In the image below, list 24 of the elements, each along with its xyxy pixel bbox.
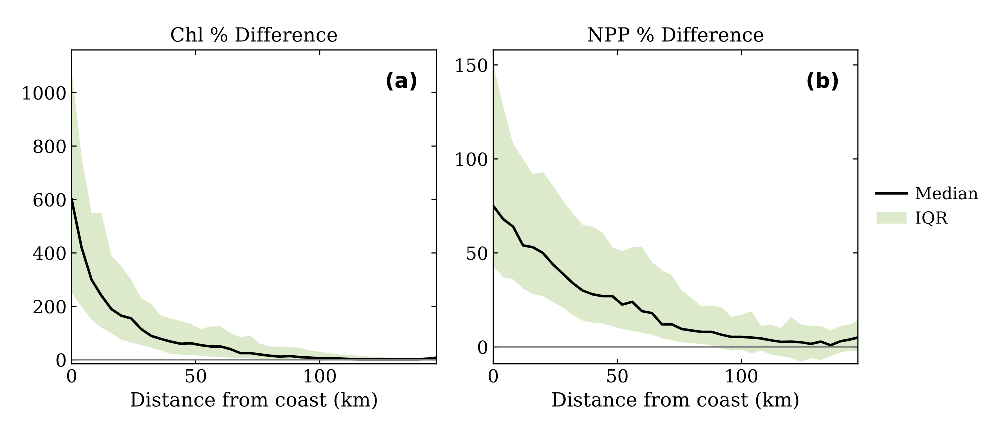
x-tick-label: 0: [488, 369, 498, 383]
x-tick-label: 0: [67, 369, 76, 383]
x-tick-label: 100: [304, 369, 336, 383]
x-axis-title: Distance from coast (km): [552, 392, 799, 410]
annotation: (a): [387, 72, 417, 91]
y-tick-label: 600: [34, 193, 66, 207]
y-tick-label: 0: [478, 340, 488, 354]
y-tick-label: 100: [456, 152, 488, 166]
chart-title: NPP % Difference: [588, 27, 764, 42]
y-tick-label: 1000: [23, 86, 66, 100]
legend-label: IQR: [916, 212, 948, 227]
annotation: (b): [808, 72, 838, 91]
y-tick-label: 150: [456, 58, 488, 72]
x-axis-title: Distance from coast (km): [130, 392, 378, 410]
x-tick-label: 100: [726, 369, 758, 383]
y-tick-label: 400: [33, 246, 66, 260]
y-tick-label: 200: [34, 300, 66, 314]
y-tick-label: 0: [56, 354, 66, 368]
y-tick-label: 50: [467, 246, 488, 260]
y-tick-label: 800: [34, 140, 66, 154]
x-tick-label: 50: [186, 369, 206, 383]
legend-label: Median: [916, 186, 978, 200]
chart-title: Chl % Difference: [171, 27, 338, 42]
x-tick-label: 50: [608, 369, 628, 383]
